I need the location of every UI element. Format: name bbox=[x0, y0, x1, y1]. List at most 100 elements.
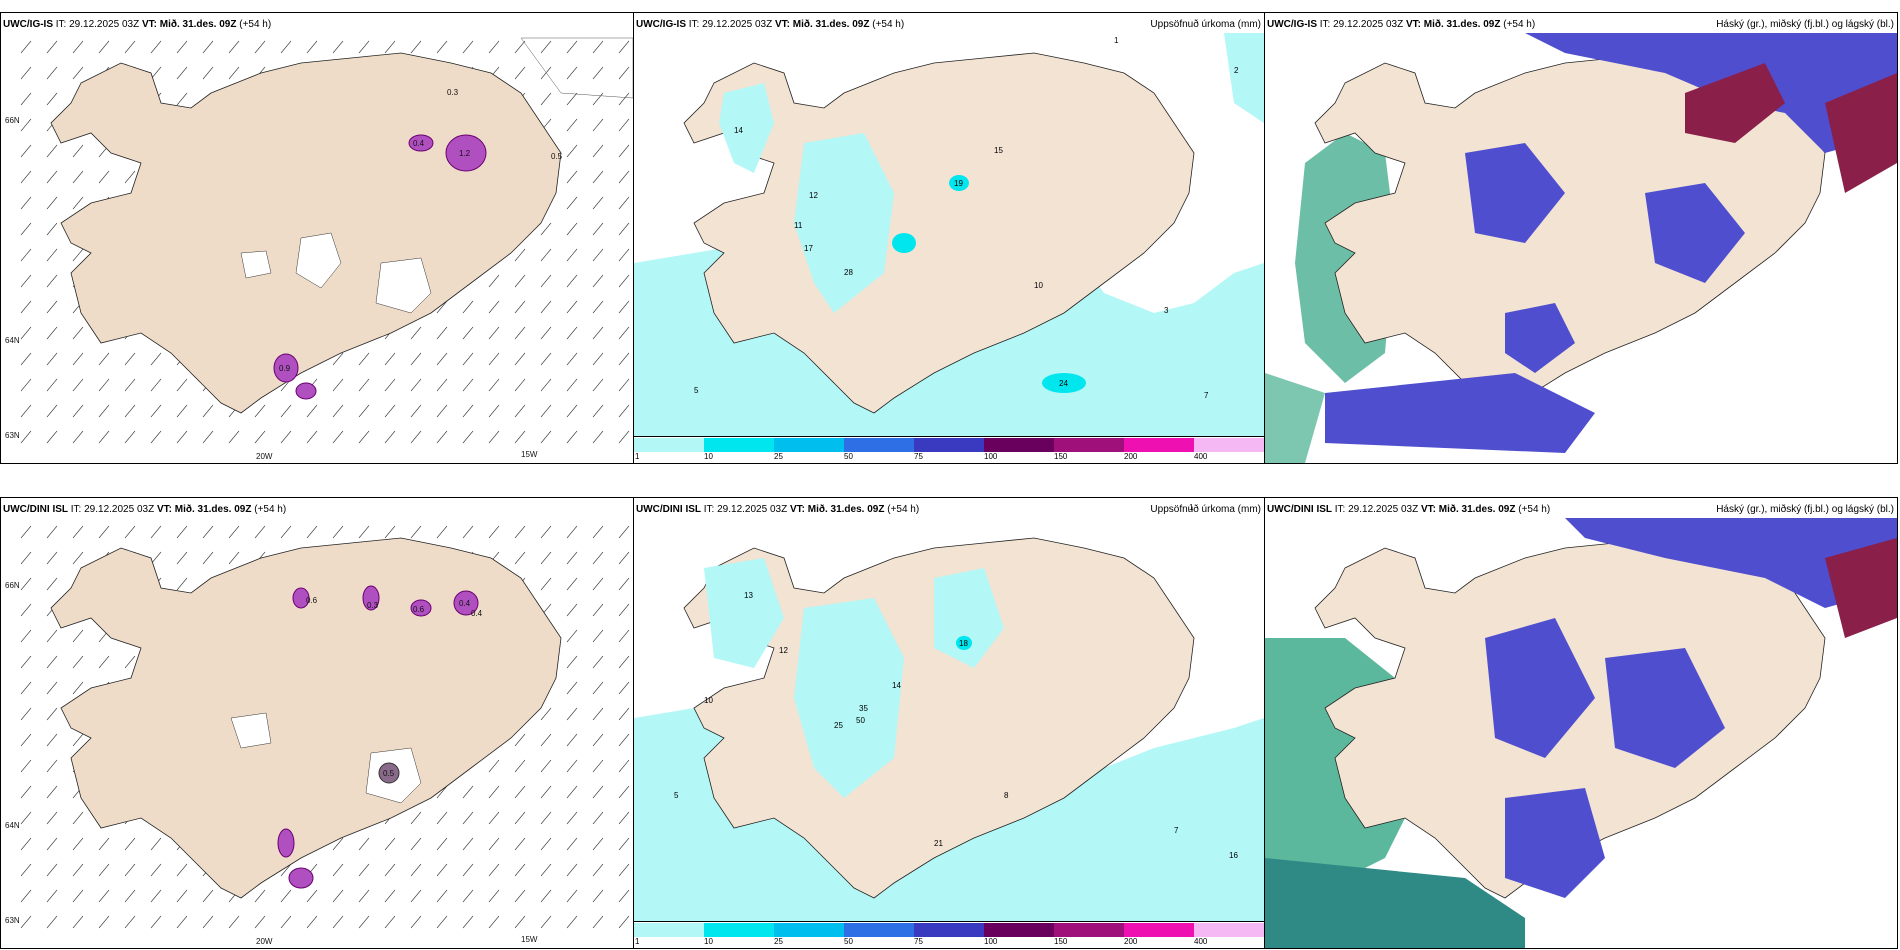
wind-barb bbox=[72, 889, 84, 903]
wind-barb bbox=[46, 222, 58, 236]
wind-barb bbox=[410, 915, 422, 929]
wind-barb bbox=[124, 404, 136, 418]
panel-header: UWC/IG-IS IT: 29.12.2025 03Z VT: Mið. 31… bbox=[3, 19, 271, 30]
wind-barb bbox=[410, 811, 422, 825]
mid-cloud-area bbox=[1485, 618, 1595, 758]
low-cloud-area bbox=[1685, 63, 1785, 143]
wind-barb bbox=[46, 352, 58, 366]
wind-barb bbox=[540, 785, 552, 799]
wind-barb bbox=[618, 92, 630, 106]
wind-barb bbox=[462, 863, 474, 877]
wind-barb bbox=[46, 811, 58, 825]
wind-barb bbox=[202, 66, 214, 80]
wind-barb bbox=[462, 889, 474, 903]
wind-barb bbox=[618, 404, 630, 418]
wind-barb bbox=[72, 404, 84, 418]
wind-barb bbox=[72, 837, 84, 851]
lat-label: 64N bbox=[5, 821, 20, 830]
wind-barb bbox=[514, 889, 526, 903]
wind-barb bbox=[436, 430, 448, 444]
wind-value-label: 0.6 bbox=[413, 605, 425, 614]
wind-barb bbox=[46, 733, 58, 747]
model-name: UWC/DINI ISL bbox=[3, 504, 68, 515]
wind-barb bbox=[384, 40, 396, 54]
wind-barb bbox=[540, 837, 552, 851]
wind-barb bbox=[488, 300, 500, 314]
wind-barb bbox=[514, 525, 526, 539]
wind-barb bbox=[20, 352, 32, 366]
wind-barb bbox=[436, 300, 448, 314]
wind-barb bbox=[20, 785, 32, 799]
wind-barb bbox=[540, 222, 552, 236]
mid-cloud-area bbox=[1505, 303, 1575, 373]
panel-header: UWC/DINI ISL IT: 29.12.2025 03Z VT: Mið.… bbox=[1267, 504, 1550, 515]
wind-barb bbox=[150, 404, 162, 418]
wind-barb bbox=[332, 40, 344, 54]
wind-barb bbox=[514, 404, 526, 418]
precip-blob bbox=[408, 134, 434, 152]
wind-barb bbox=[20, 300, 32, 314]
wind-barb bbox=[72, 655, 84, 669]
wind-barb bbox=[176, 863, 188, 877]
wind-barb bbox=[462, 837, 474, 851]
wind-barb bbox=[540, 430, 552, 444]
precip-field bbox=[794, 133, 894, 313]
wind-barb bbox=[384, 889, 396, 903]
wind-barb bbox=[540, 863, 552, 877]
precip-value: 12 bbox=[779, 646, 788, 655]
lon-label: 15W bbox=[521, 450, 538, 459]
lon-label: 20W bbox=[256, 937, 273, 946]
iceland-landmass bbox=[50, 52, 562, 414]
mid-cloud-area bbox=[1565, 518, 1897, 608]
colorbar-swatch bbox=[1194, 923, 1264, 937]
wind-barb bbox=[618, 915, 630, 929]
precip-blob bbox=[292, 587, 310, 609]
wind-barb bbox=[46, 915, 58, 929]
colorbar-swatch bbox=[844, 923, 915, 937]
wind-barb bbox=[384, 378, 396, 392]
wind-barb bbox=[540, 577, 552, 591]
wind-barb bbox=[176, 915, 188, 929]
wind-barb bbox=[20, 863, 32, 877]
wind-value-label: 0.6 bbox=[306, 596, 318, 605]
wind-barb bbox=[280, 863, 292, 877]
wind-barb bbox=[150, 915, 162, 929]
wind-barb bbox=[566, 525, 578, 539]
colorbar-swatch bbox=[704, 923, 775, 937]
wind-barb bbox=[566, 889, 578, 903]
wind-barb bbox=[410, 404, 422, 418]
wind-barb bbox=[540, 66, 552, 80]
precip-colorbar: 1 10 25 50 75 100 150 200 400 bbox=[634, 436, 1264, 463]
wind-barb bbox=[124, 430, 136, 444]
wind-barb bbox=[228, 430, 240, 444]
vt-label: VT: bbox=[774, 19, 790, 30]
wind-barb bbox=[72, 378, 84, 392]
wind-barb bbox=[618, 430, 630, 444]
wind-barb bbox=[618, 785, 630, 799]
wind-barb bbox=[540, 707, 552, 721]
lat-label: 66N bbox=[5, 581, 20, 590]
wind-barb bbox=[436, 889, 448, 903]
wind-barb bbox=[20, 40, 32, 54]
wind-value-label: 0.4 bbox=[471, 609, 483, 618]
iceland-landmass bbox=[50, 537, 562, 899]
wind-barb bbox=[20, 707, 32, 721]
wind-barb bbox=[228, 525, 240, 539]
wind-barb bbox=[20, 118, 32, 132]
wind-barb bbox=[566, 733, 578, 747]
wind-barb bbox=[462, 785, 474, 799]
wind-barb bbox=[436, 525, 448, 539]
valid-time: Mið. 31.des. 09Z bbox=[807, 504, 885, 515]
colorbar-swatch bbox=[1124, 923, 1195, 937]
panel-ig-is-wind: UWC/IG-IS IT: 29.12.2025 03Z VT: Mið. 31… bbox=[0, 12, 634, 464]
wind-barb bbox=[46, 707, 58, 721]
wind-barb bbox=[436, 326, 448, 340]
wind-barb bbox=[618, 525, 630, 539]
wind-barb bbox=[202, 40, 214, 54]
precip-blob bbox=[273, 353, 299, 383]
wind-barb bbox=[436, 378, 448, 392]
wind-barb bbox=[514, 863, 526, 877]
colorbar-swatch bbox=[1054, 438, 1125, 452]
wind-barb bbox=[98, 404, 110, 418]
wind-barb bbox=[72, 196, 84, 210]
